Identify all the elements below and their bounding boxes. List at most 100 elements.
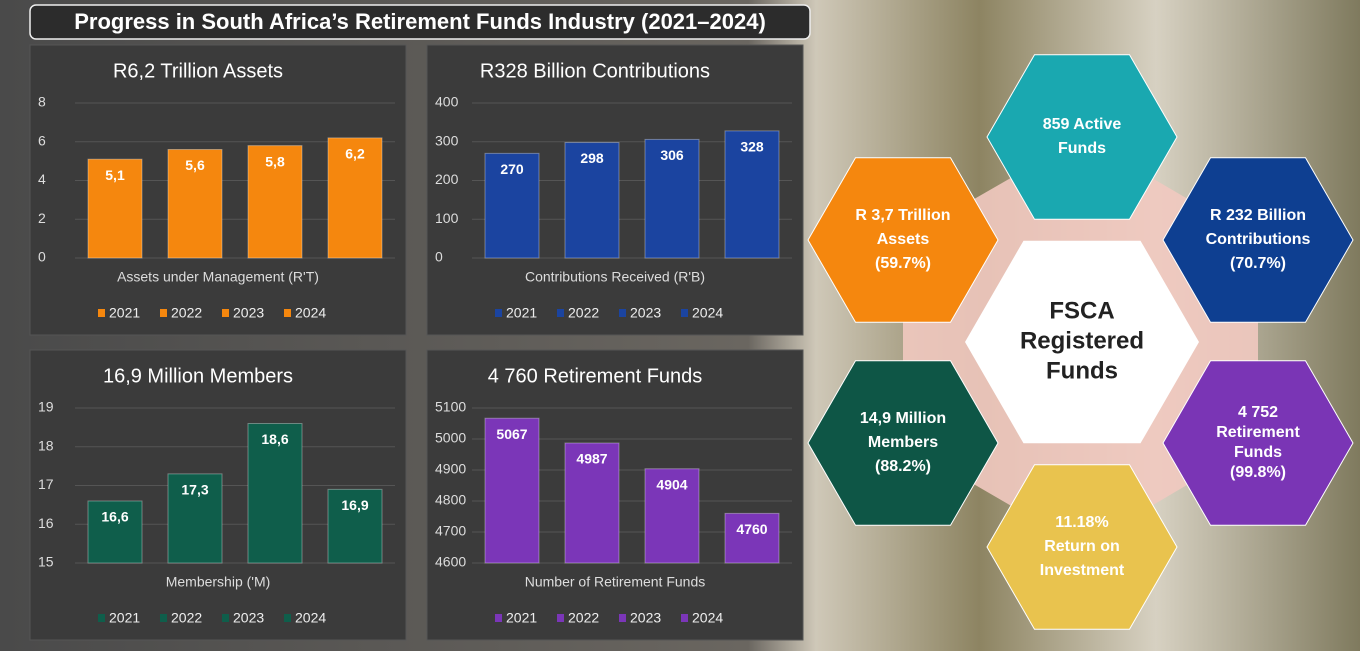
- legend-swatch: [619, 309, 626, 317]
- legend-swatch: [495, 614, 502, 622]
- y-tick-label: 4600: [435, 554, 466, 570]
- value-label: 16,6: [101, 509, 128, 525]
- chart-title: R328 Billion Contributions: [480, 60, 710, 82]
- chart-title: 16,9 Million Members: [103, 365, 293, 387]
- legend-swatch: [284, 309, 291, 317]
- hexagon-label: (88.2%): [875, 458, 931, 475]
- legend-label: 2023: [630, 610, 661, 626]
- page-title: Progress in South Africa’s Retirement Fu…: [74, 9, 766, 34]
- legend-swatch: [681, 614, 688, 622]
- y-tick-label: 5000: [435, 430, 466, 446]
- value-label: 6,2: [345, 146, 365, 162]
- legend-label: 2024: [295, 610, 326, 626]
- value-label: 328: [740, 139, 764, 155]
- y-tick-label: 18: [38, 437, 54, 453]
- legend-label: 2022: [568, 610, 599, 626]
- value-label: 4904: [656, 476, 687, 492]
- value-label: 5067: [496, 426, 527, 442]
- y-tick-label: 15: [38, 554, 54, 570]
- legend-label: 2021: [109, 305, 140, 321]
- y-tick-label: 400: [435, 94, 459, 110]
- legend-label: 2022: [171, 610, 202, 626]
- infographic: Progress in South Africa’s Retirement Fu…: [0, 0, 1360, 651]
- legend-swatch: [284, 614, 291, 622]
- y-tick-label: 0: [38, 249, 46, 265]
- hexagon-label: (59.7%): [875, 255, 931, 272]
- legend-label: 2024: [692, 610, 723, 626]
- legend-label: 2023: [233, 305, 264, 321]
- hexagon-label: Retirement: [1216, 424, 1300, 441]
- hexagon-label: (70.7%): [1230, 255, 1286, 272]
- hexagon-label: (99.8%): [1230, 464, 1286, 481]
- y-tick-label: 5100: [435, 399, 466, 415]
- y-tick-label: 6: [38, 132, 46, 148]
- value-label: 298: [580, 150, 604, 166]
- value-label: 4987: [576, 451, 607, 467]
- value-label: 18,6: [261, 431, 288, 447]
- y-tick-label: 0: [435, 249, 443, 265]
- y-tick-label: 2: [38, 210, 46, 226]
- hexagon-label: R 232 Billion: [1210, 207, 1306, 224]
- hexagon-label: 859 Active: [1043, 116, 1122, 133]
- legend-swatch: [98, 309, 105, 317]
- legend-label: 2024: [692, 305, 723, 321]
- legend-swatch: [681, 309, 688, 317]
- hexagon-label: Assets: [877, 231, 930, 248]
- center-label: Registered: [1020, 327, 1144, 354]
- page: Progress in South Africa’s Retirement Fu…: [0, 0, 1360, 651]
- x-axis-label: Contributions Received (R'B): [525, 269, 705, 285]
- hexagon-label: Funds: [1058, 140, 1106, 157]
- hexagon-label: 11.18%: [1055, 514, 1108, 531]
- y-tick-label: 4700: [435, 523, 466, 539]
- legend-label: 2023: [630, 305, 661, 321]
- y-tick-label: 17: [38, 476, 54, 492]
- legend-swatch: [160, 309, 167, 317]
- y-tick-label: 100: [435, 210, 459, 226]
- value-label: 306: [660, 147, 684, 163]
- y-tick-label: 4900: [435, 461, 466, 477]
- legend-label: 2021: [506, 305, 537, 321]
- value-label: 5,8: [265, 153, 285, 169]
- legend-swatch: [98, 614, 105, 622]
- chart-title: R6,2 Trillion Assets: [113, 60, 283, 82]
- value-label: 5,1: [105, 167, 125, 183]
- x-axis-label: Number of Retirement Funds: [525, 574, 706, 590]
- legend-label: 2021: [506, 610, 537, 626]
- y-tick-label: 19: [38, 399, 54, 415]
- x-axis-label: Assets under Management (R'T): [117, 269, 319, 285]
- center-label: Funds: [1046, 357, 1118, 384]
- hexagon-label: Investment: [1040, 562, 1125, 579]
- legend-label: 2021: [109, 610, 140, 626]
- hexagon-label: Funds: [1234, 444, 1282, 461]
- value-label: 16,9: [341, 497, 368, 513]
- hexagon-label: 4 752: [1238, 404, 1278, 421]
- hexagon-label: Members: [868, 434, 938, 451]
- legend-label: 2022: [171, 305, 202, 321]
- y-tick-label: 16: [38, 515, 54, 531]
- value-label: 5,6: [185, 157, 205, 173]
- legend-label: 2022: [568, 305, 599, 321]
- legend-label: 2024: [295, 305, 326, 321]
- hexagon-label: R 3,7 Trillion: [855, 207, 950, 224]
- y-tick-label: 8: [38, 94, 46, 110]
- legend-swatch: [222, 614, 229, 622]
- hexagon-label: Contributions: [1206, 231, 1311, 248]
- value-label: 17,3: [181, 482, 208, 498]
- legend-swatch: [619, 614, 626, 622]
- center-label: FSCA: [1049, 297, 1114, 324]
- hexagon-label: Return on: [1044, 538, 1120, 555]
- legend-swatch: [495, 309, 502, 317]
- legend-swatch: [557, 309, 564, 317]
- legend-label: 2023: [233, 610, 264, 626]
- legend-swatch: [557, 614, 564, 622]
- chart-title: 4 760 Retirement Funds: [488, 365, 703, 387]
- value-label: 270: [500, 161, 524, 177]
- value-label: 4760: [736, 521, 767, 537]
- y-tick-label: 200: [435, 171, 459, 187]
- hexagon-label: 14,9 Million: [860, 410, 946, 427]
- y-tick-label: 4800: [435, 492, 466, 508]
- x-axis-label: Membership ('M): [166, 574, 271, 590]
- y-tick-label: 4: [38, 171, 46, 187]
- y-tick-label: 300: [435, 132, 459, 148]
- legend-swatch: [160, 614, 167, 622]
